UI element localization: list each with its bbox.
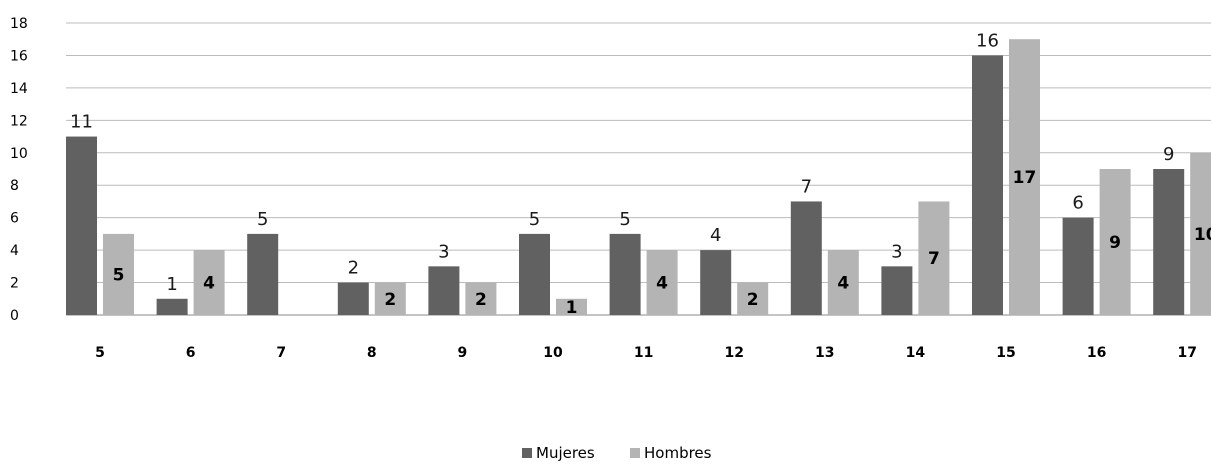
x-tick-label: 16 — [1087, 345, 1106, 361]
y-tick-label: 14 — [10, 81, 28, 97]
bar-hombres — [646, 250, 678, 315]
data-label-hombres: 1 — [566, 298, 578, 318]
y-axis: 0 2 4 6 8 10 12 14 16 18 — [10, 16, 28, 324]
bar-hombres — [556, 298, 587, 315]
data-labels: 11 5 1 4 5 2 2 3 2 5 1 5 4 4 2 7 4 3 7 16 17 6 9 9 10 — [70, 30, 1211, 317]
data-label-mujeres: 7 — [801, 176, 812, 197]
y-tick-label: 16 — [10, 48, 28, 64]
legend-label-mujeres: Mujeres — [536, 444, 595, 462]
x-tick-label: 13 — [815, 345, 834, 361]
bar-mujeres — [156, 298, 188, 315]
data-label-hombres: 10 — [1194, 225, 1211, 245]
y-tick-label: 4 — [10, 243, 19, 259]
y-tick-label: 18 — [10, 16, 28, 32]
data-label-hombres: 2 — [747, 290, 759, 310]
y-tick-label: 6 — [10, 211, 19, 227]
x-tick-label: 12 — [724, 345, 743, 361]
data-label-mujeres: 3 — [891, 241, 902, 262]
x-tick-label: 5 — [95, 345, 105, 361]
bar-mujeres — [519, 233, 550, 315]
data-label-hombres: 5 — [113, 265, 125, 285]
data-label-mujeres: 3 — [438, 241, 449, 262]
data-label-mujeres: 9 — [1163, 144, 1174, 165]
bar-hombres — [374, 282, 406, 315]
data-label-hombres: 4 — [203, 274, 215, 294]
bar-hombres — [827, 250, 859, 315]
x-tick-label: 15 — [996, 345, 1015, 361]
bar-mujeres — [66, 136, 97, 315]
x-tick-label: 10 — [543, 345, 563, 361]
y-tick-label: 12 — [10, 113, 28, 129]
y-tick-label: 2 — [10, 276, 19, 292]
data-label-hombres: 2 — [384, 290, 396, 310]
bar-hombres — [193, 250, 225, 315]
legend-swatch-mujeres — [522, 448, 532, 458]
bar-mujeres — [790, 201, 822, 315]
bar-hombres — [1190, 152, 1211, 315]
x-tick-label: 14 — [906, 345, 926, 361]
bar-mujeres — [247, 233, 279, 315]
data-label-hombres: 9 — [1109, 233, 1121, 253]
bar-mujeres — [881, 266, 913, 315]
bar-hombres — [1099, 169, 1131, 315]
bar-hombres — [737, 282, 769, 315]
x-tick-label: 6 — [186, 345, 196, 361]
bar-hombres — [465, 282, 497, 315]
x-axis: 5 6 7 8 9 10 11 12 13 14 15 16 17 — [95, 345, 1197, 361]
data-label-hombres: 2 — [475, 290, 487, 310]
data-label-mujeres: 2 — [348, 258, 359, 279]
data-label-hombres: 7 — [928, 249, 940, 269]
bar-mujeres — [1153, 169, 1185, 315]
data-label-hombres: 4 — [837, 274, 849, 294]
legend: Mujeres Hombres — [522, 444, 712, 462]
data-label-mujeres: 11 — [70, 112, 93, 133]
data-label-mujeres: 6 — [1072, 193, 1083, 214]
data-label-hombres: 4 — [656, 274, 668, 294]
y-tick-label: 8 — [10, 178, 19, 194]
data-label-mujeres: 1 — [166, 274, 177, 295]
x-tick-label: 11 — [634, 345, 653, 361]
y-tick-label: 10 — [10, 146, 28, 162]
bar-hombres — [103, 233, 134, 315]
data-label-hombres: 17 — [1013, 168, 1037, 188]
y-tick-label: 0 — [10, 308, 19, 324]
bar-mujeres — [337, 282, 369, 315]
bar-mujeres — [609, 233, 641, 315]
data-label-mujeres: 5 — [257, 209, 268, 230]
x-tick-label: 17 — [1177, 345, 1196, 361]
bar-mujeres — [1062, 217, 1094, 315]
x-tick-label: 7 — [276, 345, 286, 361]
data-label-mujeres: 16 — [976, 30, 999, 51]
data-label-mujeres: 4 — [710, 225, 721, 246]
data-label-mujeres: 5 — [529, 209, 540, 230]
legend-label-hombres: Hombres — [644, 444, 712, 462]
legend-swatch-hombres — [630, 448, 640, 458]
bar-mujeres — [700, 250, 732, 315]
bar-mujeres — [972, 55, 1003, 315]
data-label-mujeres: 5 — [619, 209, 630, 230]
bar-hombres — [918, 201, 950, 315]
x-tick-label: 9 — [458, 345, 468, 361]
bar-mujeres — [428, 266, 460, 315]
x-tick-label: 8 — [367, 345, 377, 361]
bars — [66, 39, 1211, 315]
bar-hombres — [1009, 39, 1040, 315]
